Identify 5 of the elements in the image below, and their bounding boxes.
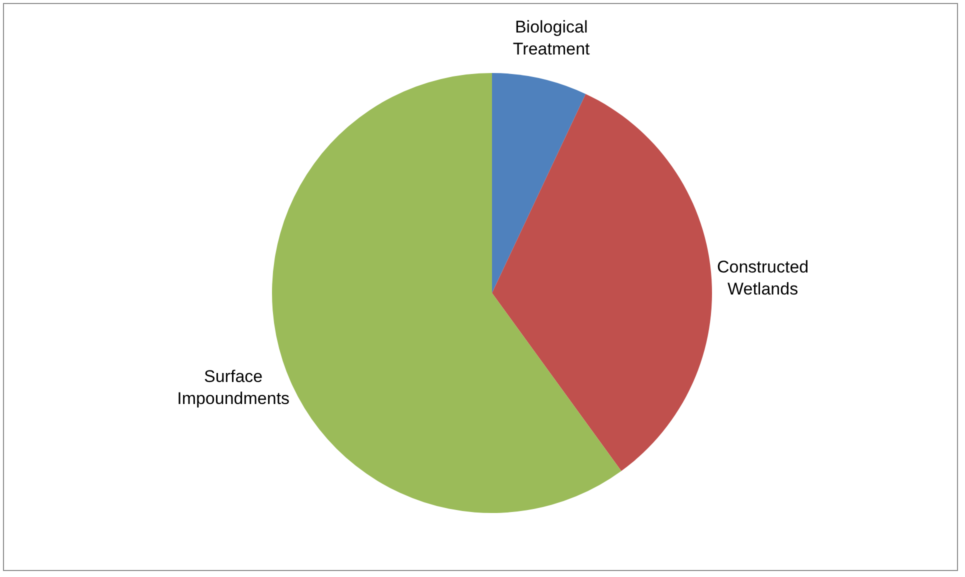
slice-label: Surface Impoundments <box>177 367 290 408</box>
pie-slice <box>492 94 712 471</box>
slice-label: Constructed Wetlands <box>716 257 809 298</box>
pie-slice <box>492 73 586 293</box>
slice-label: Biological Treatment <box>512 18 590 59</box>
